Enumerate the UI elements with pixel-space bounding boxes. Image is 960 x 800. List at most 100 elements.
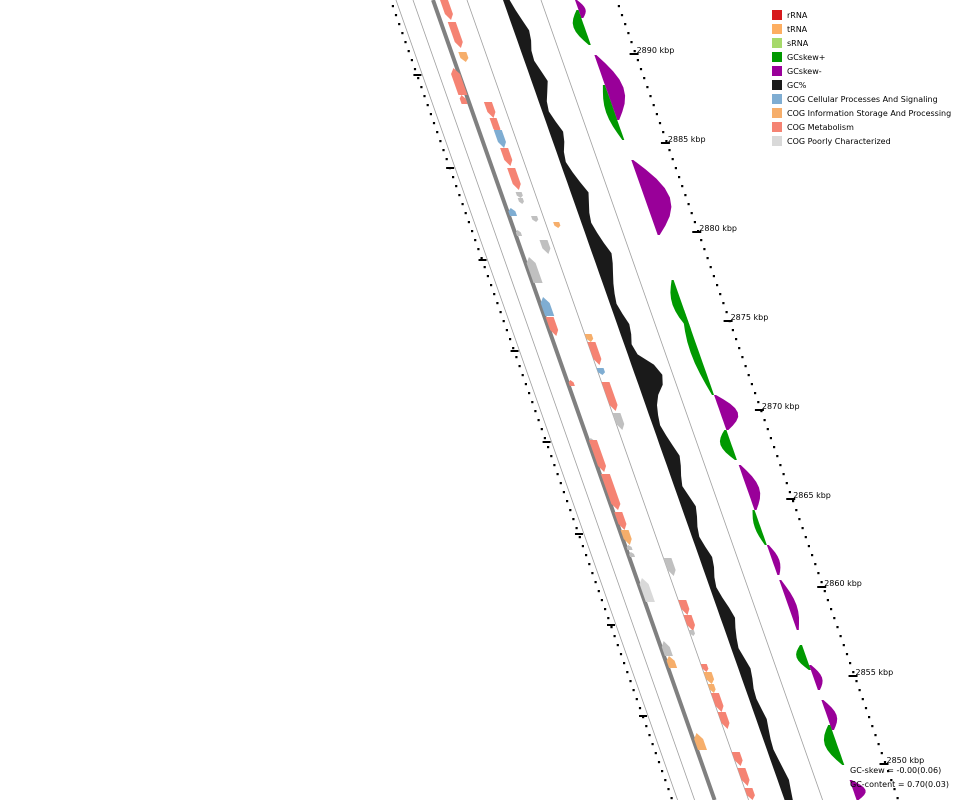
scale-dot (855, 680, 858, 683)
gene-feature (700, 664, 709, 672)
inner-scale-dot (477, 248, 480, 251)
scale-dot (741, 356, 744, 359)
legend-item: rRNA (772, 8, 951, 22)
scale-dot (627, 32, 630, 35)
scale-dot (643, 77, 646, 80)
inner-scale-dot (629, 680, 632, 683)
inner-scale-dot (417, 77, 420, 80)
inner-scale-dot (610, 626, 613, 629)
gene-feature (447, 22, 463, 48)
scale-dot (877, 743, 880, 746)
kbp-scale: 2890 kbp 2885 kbp 2880 kbp 2875 kbp 2870 kbp… (391, 5, 924, 800)
scale-dot (896, 797, 899, 800)
backbone-ring (431, 0, 717, 800)
scale-dot (646, 86, 649, 89)
inner-scale-dot (604, 608, 607, 611)
gene-feature (744, 788, 755, 800)
legend-item: sRNA (772, 36, 951, 50)
legend-item: GCskew+ (772, 50, 951, 64)
inner-scale-dot (452, 176, 455, 179)
legend-label: COG Metabolism (787, 122, 854, 132)
scale-dot (763, 419, 766, 422)
inner-scale-dot (619, 653, 623, 656)
scale-dot (731, 329, 734, 332)
gene-feature (737, 768, 750, 786)
gene-feature (717, 712, 730, 729)
scale-dot (766, 428, 769, 431)
inner-scale-dot (407, 50, 410, 53)
scale-dot (788, 491, 791, 494)
scale-dot (649, 95, 652, 98)
inner-scale-dot (502, 320, 505, 323)
inner-scale-dot (635, 698, 638, 701)
legend-item: COG Cellular Processes And Signaling (772, 92, 951, 106)
legend-label: GC% (787, 80, 807, 90)
scale-dot (709, 266, 712, 269)
inner-scale-dot (401, 32, 404, 35)
inner-scale-dot (632, 689, 635, 692)
scale-dot (754, 392, 757, 395)
scale-dot (633, 50, 636, 53)
inner-scale-dot (591, 572, 594, 575)
inner-scale-dot (575, 527, 578, 530)
inner-scale-dot (512, 347, 515, 350)
inner-scale-dot (496, 302, 499, 305)
scale-dot (893, 788, 896, 791)
inner-scale-dot (572, 518, 575, 521)
gc-content-profile (503, 0, 793, 800)
gc-skew-stat: GC-skew = -0.00(0.06) (850, 766, 942, 775)
gene-feature (588, 440, 607, 472)
inner-scale-dot (654, 752, 657, 755)
legend-item: COG Metabolism (772, 120, 951, 134)
scale-dot (820, 581, 823, 584)
inner-scale-dot (661, 770, 664, 773)
guide-ring-line (540, 0, 823, 800)
scale-dot (801, 527, 804, 530)
gene-feature (545, 317, 559, 336)
scale-label: 2865 kbp (793, 491, 831, 500)
gc-skew-positive (714, 395, 739, 430)
inner-scale-dot (547, 446, 550, 449)
inner-scale-dot (613, 635, 616, 638)
scale-dot (722, 302, 725, 305)
gc-skew-positive (766, 545, 781, 575)
gene-feature (663, 558, 676, 576)
inner-scale-dot (537, 419, 540, 422)
legend-item: tRNA (772, 22, 951, 36)
scale-dot (782, 473, 785, 476)
guide-ring-line (395, 0, 678, 800)
scale-dot (747, 374, 750, 377)
gene-feature (688, 630, 696, 636)
scale-dot (725, 311, 728, 314)
scale-label: 2860 kbp (824, 579, 862, 588)
gene-feature (459, 95, 468, 104)
inner-scale-dot (531, 401, 534, 404)
inner-scale-dot (391, 5, 394, 8)
gene-feature (614, 512, 627, 530)
legend-label: rRNA (787, 10, 808, 20)
scale-dot (760, 410, 763, 413)
scale-dot (871, 725, 874, 728)
gc-skew-positive (631, 160, 672, 235)
inner-scale-dot (429, 113, 432, 116)
inner-scale-dot (480, 257, 483, 260)
inner-scale-dot (528, 392, 531, 395)
gc-skew-positive (738, 465, 761, 510)
scale-dot (852, 671, 855, 674)
scale-dot (817, 572, 820, 575)
inner-scale-dot (670, 797, 673, 800)
scale-dot (833, 617, 836, 620)
gene-feature (540, 297, 555, 316)
legend-swatch (772, 94, 782, 104)
inner-scale-dot (423, 95, 426, 98)
scale-dot (658, 122, 662, 125)
gene-feature (683, 615, 695, 631)
gene-feature (626, 545, 633, 550)
scale-dot (849, 662, 852, 665)
inner-scale-dot (578, 536, 581, 539)
scale-dot (703, 248, 706, 251)
scale-dot (750, 383, 753, 386)
scale-dot (842, 644, 845, 647)
inner-scale-dot (461, 203, 464, 206)
